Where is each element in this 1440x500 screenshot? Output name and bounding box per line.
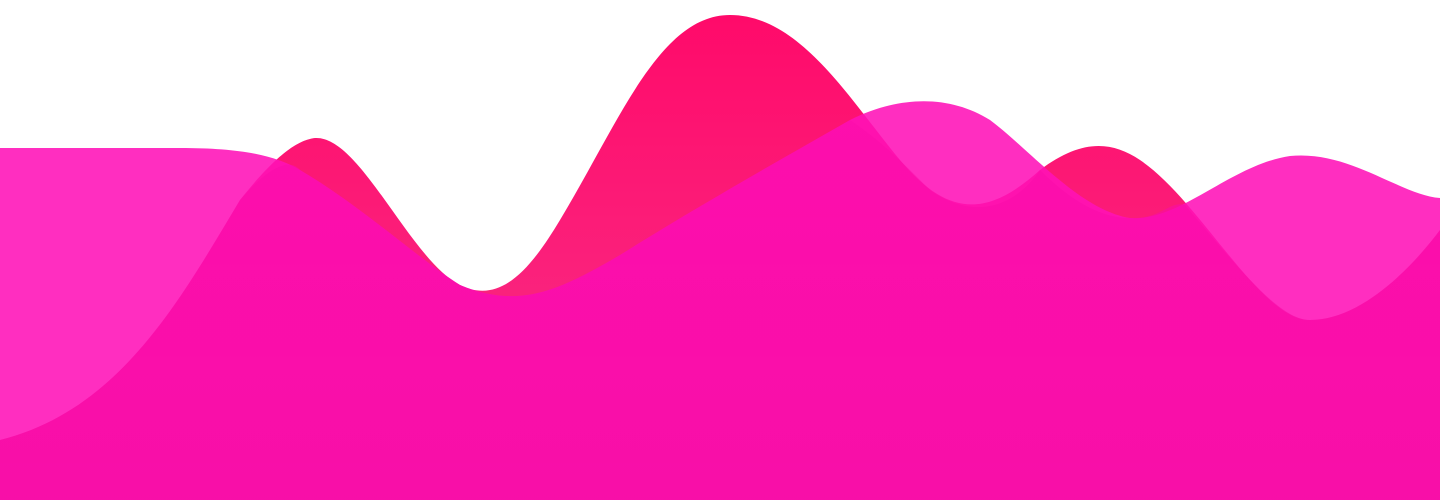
base-wave-shape (0, 120, 1440, 500)
